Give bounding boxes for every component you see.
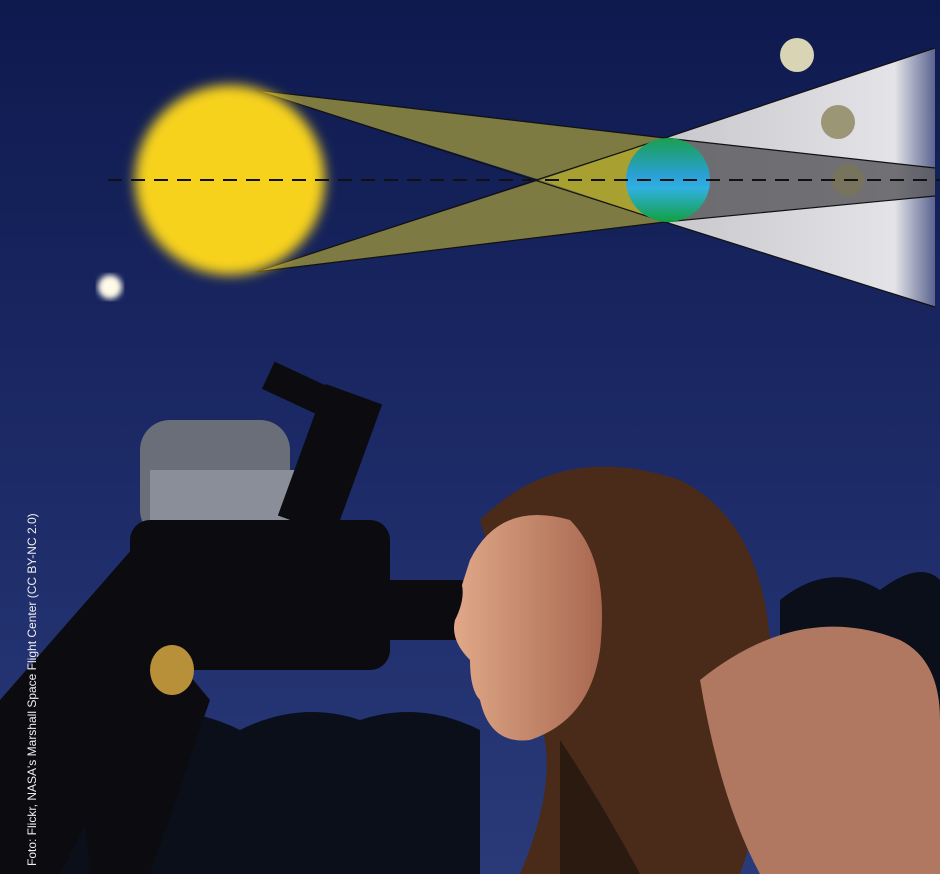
photo: Foto: Flickr, NASA's Marshall Space Flig… bbox=[0, 0, 940, 874]
photo-credit: Foto: Flickr, NASA's Marshall Space Flig… bbox=[25, 513, 39, 866]
scene bbox=[0, 0, 940, 874]
